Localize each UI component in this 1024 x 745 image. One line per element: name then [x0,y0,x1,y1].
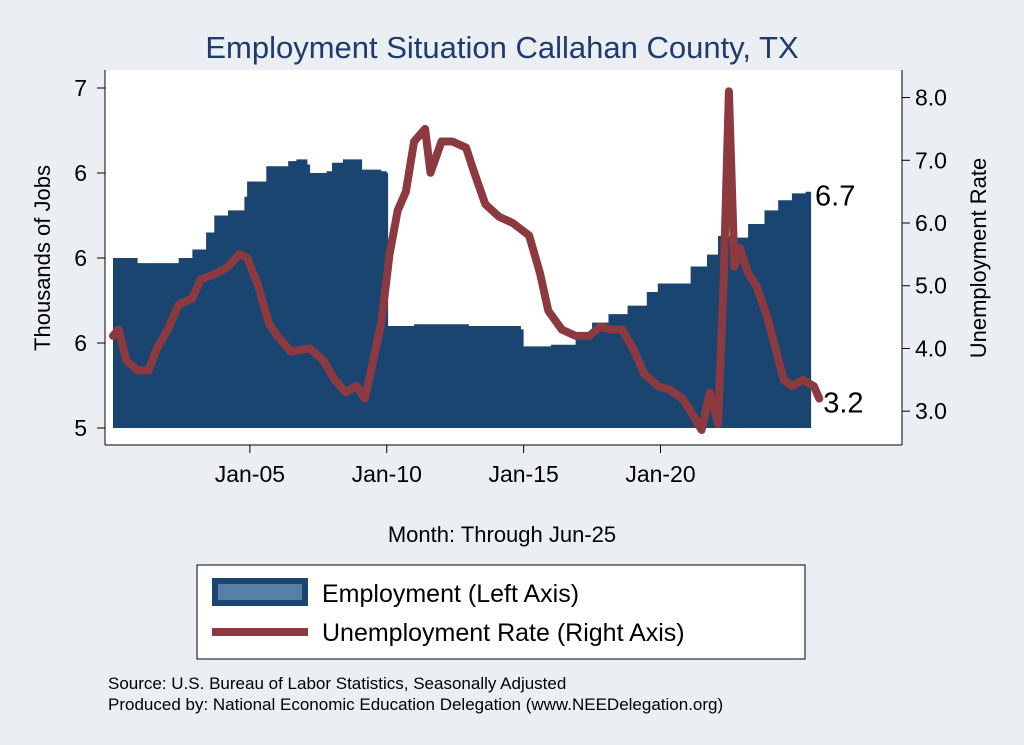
source-note: Source: U.S. Bureau of Labor Statistics,… [108,674,566,693]
right-tick-label: 7.0 [915,147,947,173]
right-tick-label: 4.0 [915,335,947,361]
chart-title: Employment Situation Callahan County, TX [205,30,799,65]
left-axis-label: Thousands of Jobs [30,165,55,351]
left-axis-ticks: 5 6 6 6 7 [74,75,105,441]
left-tick-label: 6 [74,330,87,356]
right-tick-label: 3.0 [915,398,947,424]
x-tick-label: Jan-20 [625,461,695,487]
legend: Employment (Left Axis) Unemployment Rate… [196,564,806,660]
unemployment-line [109,87,824,434]
left-tick-label: 6 [74,245,87,271]
left-tick-label: 5 [74,415,87,441]
right-axis-label: Unemployment Rate [966,158,991,359]
right-tick-label: 5.0 [915,273,947,299]
right-axis-ticks: 3.0 4.0 5.0 6.0 7.0 8.0 [902,85,947,424]
unemployment-line-layer [109,87,824,434]
unemployment-end-label: 3.2 [823,388,863,420]
legend-label-employment: Employment (Left Axis) [322,580,579,608]
left-tick-label: 7 [74,75,87,101]
x-axis-ticks: Jan-05 Jan-10 Jan-15 Jan-20 [215,445,696,487]
legend-swatch-employment-highlight [218,584,302,600]
right-tick-label: 6.0 [915,210,947,236]
employment-end-label: 6.7 [815,180,855,212]
x-axis-label: Month: Through Jun-25 [388,522,616,547]
producer-note: Produced by: National Economic Education… [108,695,723,714]
x-tick-label: Jan-05 [215,461,285,487]
left-tick-label: 6 [74,160,87,186]
right-tick-label: 8.0 [915,85,947,111]
x-tick-label: Jan-15 [488,461,558,487]
x-tick-label: Jan-10 [352,461,422,487]
legend-label-unemployment: Unemployment Rate (Right Axis) [322,619,685,647]
